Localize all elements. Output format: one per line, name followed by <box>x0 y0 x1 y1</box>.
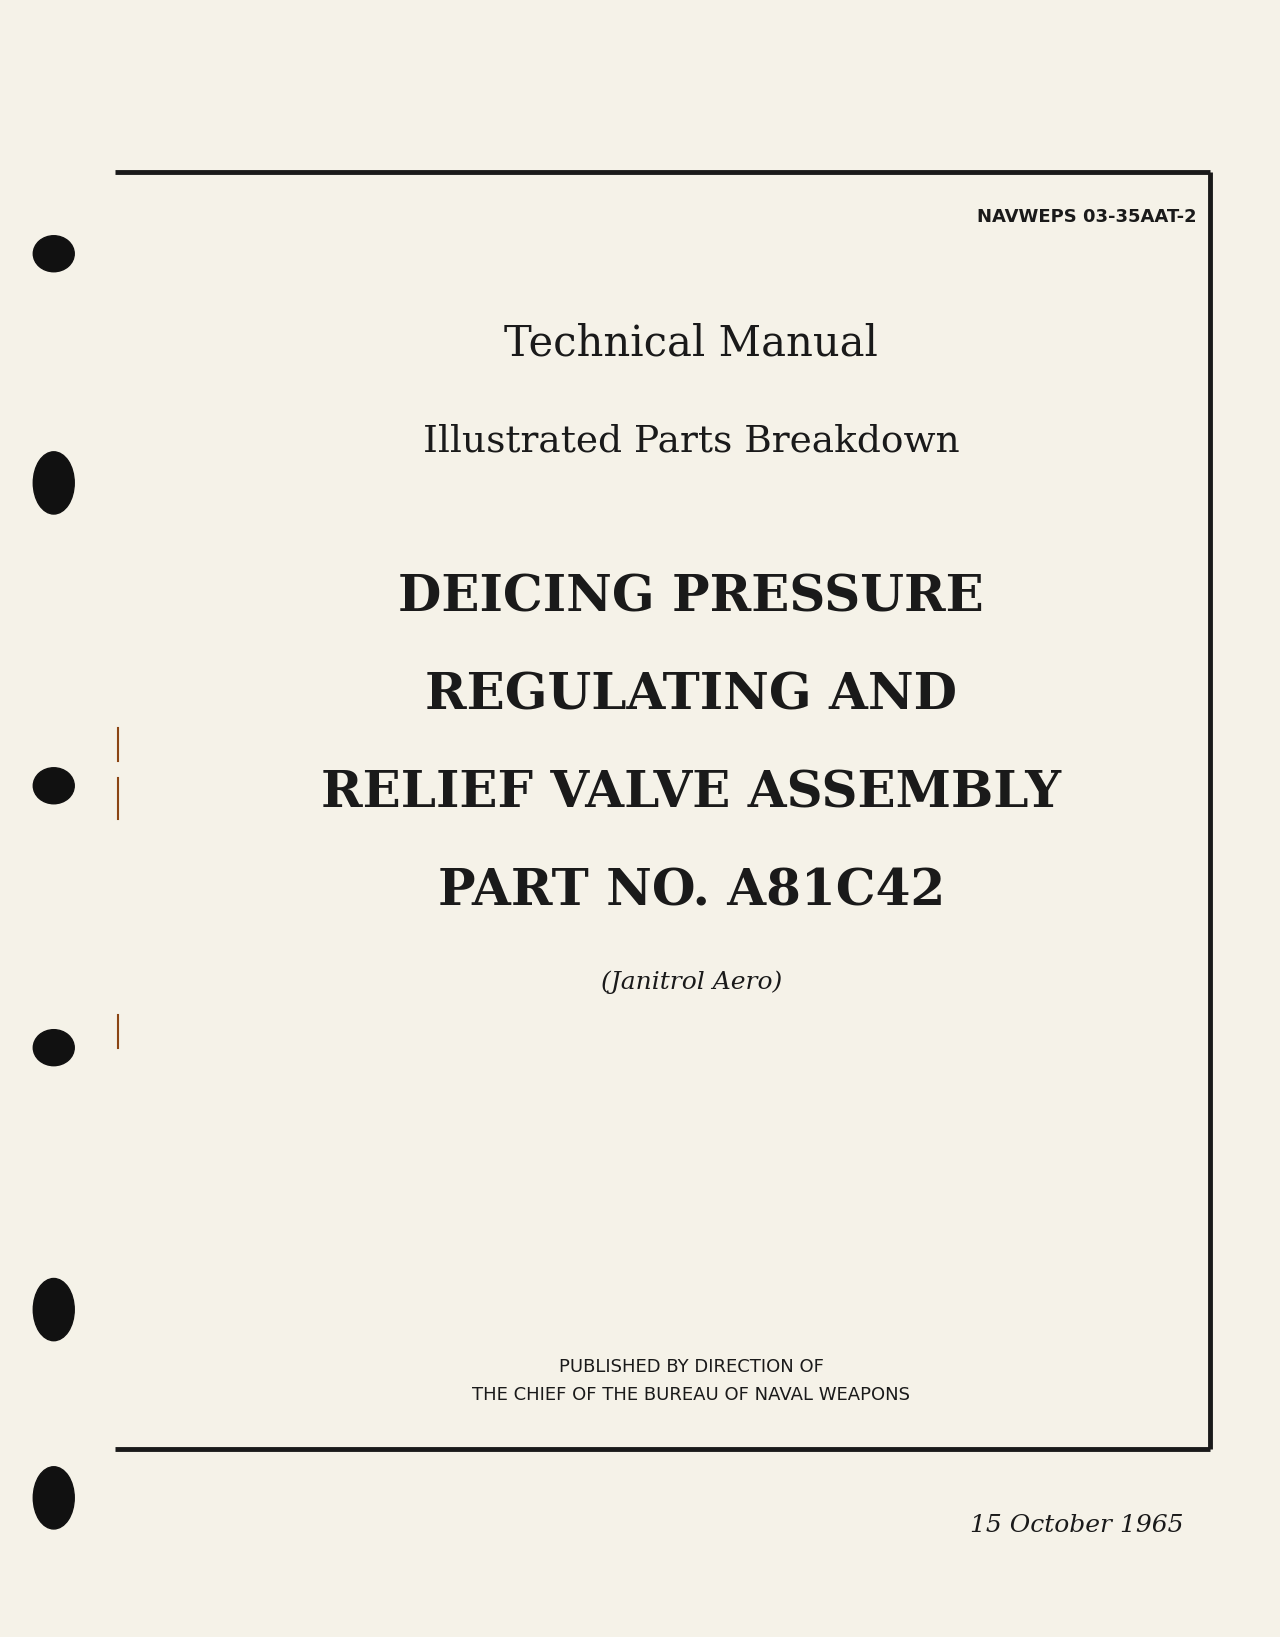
Text: REGULATING AND: REGULATING AND <box>425 671 957 720</box>
Text: Illustrated Parts Breakdown: Illustrated Parts Breakdown <box>422 424 960 460</box>
Ellipse shape <box>33 768 74 804</box>
Text: RELIEF VALVE ASSEMBLY: RELIEF VALVE ASSEMBLY <box>321 769 1061 818</box>
Ellipse shape <box>33 236 74 272</box>
Ellipse shape <box>33 452 74 514</box>
Text: PUBLISHED BY DIRECTION OF: PUBLISHED BY DIRECTION OF <box>559 1359 823 1375</box>
Ellipse shape <box>33 1278 74 1341</box>
Text: NAVWEPS 03-35AAT-2: NAVWEPS 03-35AAT-2 <box>977 208 1197 226</box>
Text: THE CHIEF OF THE BUREAU OF NAVAL WEAPONS: THE CHIEF OF THE BUREAU OF NAVAL WEAPONS <box>472 1387 910 1403</box>
Text: PART NO. A81C42: PART NO. A81C42 <box>438 868 945 917</box>
Text: DEICING PRESSURE: DEICING PRESSURE <box>398 573 984 622</box>
Ellipse shape <box>33 1030 74 1066</box>
Text: 15 October 1965: 15 October 1965 <box>970 1514 1184 1537</box>
Text: Technical Manual: Technical Manual <box>504 322 878 365</box>
Ellipse shape <box>33 1467 74 1529</box>
Text: (Janitrol Aero): (Janitrol Aero) <box>600 971 782 994</box>
